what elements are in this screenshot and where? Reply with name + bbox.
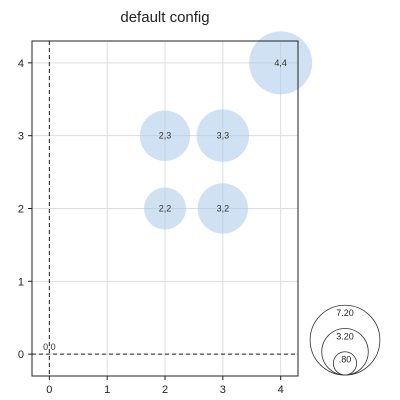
bubble-3-3 [196, 109, 250, 162]
y-tick-label-1: 1 [18, 276, 24, 288]
legend-label-0: 7.20 [336, 308, 354, 318]
bubble-4-4 [249, 31, 313, 95]
bubble-3-2 [197, 183, 249, 234]
bubble-label-0-0: 0,0 [43, 342, 56, 352]
chart-title: default config [120, 9, 209, 26]
y-tick-label-4: 4 [18, 58, 24, 70]
axes: 0 1 2 3 4 0 1 2 3 4 [18, 40, 299, 396]
x-tick-label-1: 1 [104, 384, 110, 396]
bubble-2-3 [139, 110, 191, 161]
bubble-label-2-3: 2,3 [159, 131, 172, 141]
legend-label-2: .80 [339, 355, 352, 365]
legend-label-1: 3.20 [336, 331, 354, 341]
bubble-label-4-4: 4,4 [274, 58, 287, 68]
bubble-label-3-2: 3,2 [217, 204, 230, 214]
size-legend: 7.20 3.20 .80 [309, 304, 381, 376]
x-tick-label-3: 3 [220, 384, 226, 396]
y-tick-label-3: 3 [18, 131, 24, 143]
bubble-label-3-3: 3,3 [217, 131, 230, 141]
x-tick-label-4: 4 [278, 384, 284, 396]
x-tick-label-2: 2 [162, 384, 168, 396]
zero-lines [32, 41, 298, 376]
y-tick-label-2: 2 [18, 204, 24, 216]
x-tick-label-0: 0 [46, 384, 52, 396]
bubble-2-2 [143, 187, 187, 230]
bubble-label-2-2: 2,2 [159, 204, 172, 214]
legend-circle-2 [332, 351, 358, 376]
bubbles: 0,0 2,2 3,2 2,3 3,3 4,4 [43, 31, 313, 352]
y-tick-label-0: 0 [18, 349, 24, 361]
